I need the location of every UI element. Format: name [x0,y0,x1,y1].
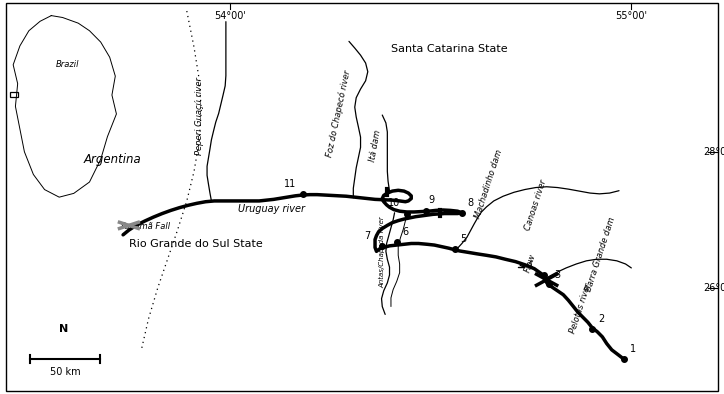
Text: 26°00': 26°00' [704,282,724,293]
Text: Itá dam: Itá dam [368,129,382,162]
Polygon shape [13,16,117,197]
Text: 11: 11 [284,179,295,189]
Text: Yucumã Fall: Yucumã Fall [119,223,170,231]
Text: 28°00': 28°00' [704,147,724,157]
Text: 6: 6 [403,227,408,238]
Text: Argentina: Argentina [83,153,141,166]
Text: 9: 9 [429,195,434,205]
Text: Foz do Chapecó river: Foz do Chapecó river [325,69,353,158]
Text: 54°00': 54°00' [214,11,246,21]
Text: Santa Catarina State: Santa Catarina State [390,44,508,54]
Text: 8: 8 [468,198,473,208]
Text: 5: 5 [460,234,466,244]
Text: Canoas river: Canoas river [523,178,548,231]
Text: 7: 7 [365,231,371,242]
Text: Peperi Guaçú river: Peperi Guaçú river [195,77,203,155]
Text: 50 km: 50 km [50,367,80,377]
Text: 2: 2 [598,314,604,324]
Text: Pelotas river: Pelotas river [568,282,593,335]
Text: Brazil: Brazil [55,60,79,69]
Text: Uruguay river: Uruguay river [238,204,305,214]
Text: N: N [59,324,68,334]
Text: 4: 4 [527,261,533,271]
Bar [10,92,18,97]
Text: 10: 10 [388,197,400,208]
Text: Machadinho dam: Machadinho dam [473,149,504,220]
Text: Rio Grande do Sul State: Rio Grande do Sul State [129,239,262,249]
Text: Antas/Chapada river: Antas/Chapada river [379,216,385,288]
Text: Barra Grande dam: Barra Grande dam [584,216,618,292]
Text: 55°00': 55°00' [615,11,647,21]
Text: 1: 1 [630,344,636,355]
Text: Flow: Flow [523,252,538,273]
Text: 3: 3 [555,269,560,280]
